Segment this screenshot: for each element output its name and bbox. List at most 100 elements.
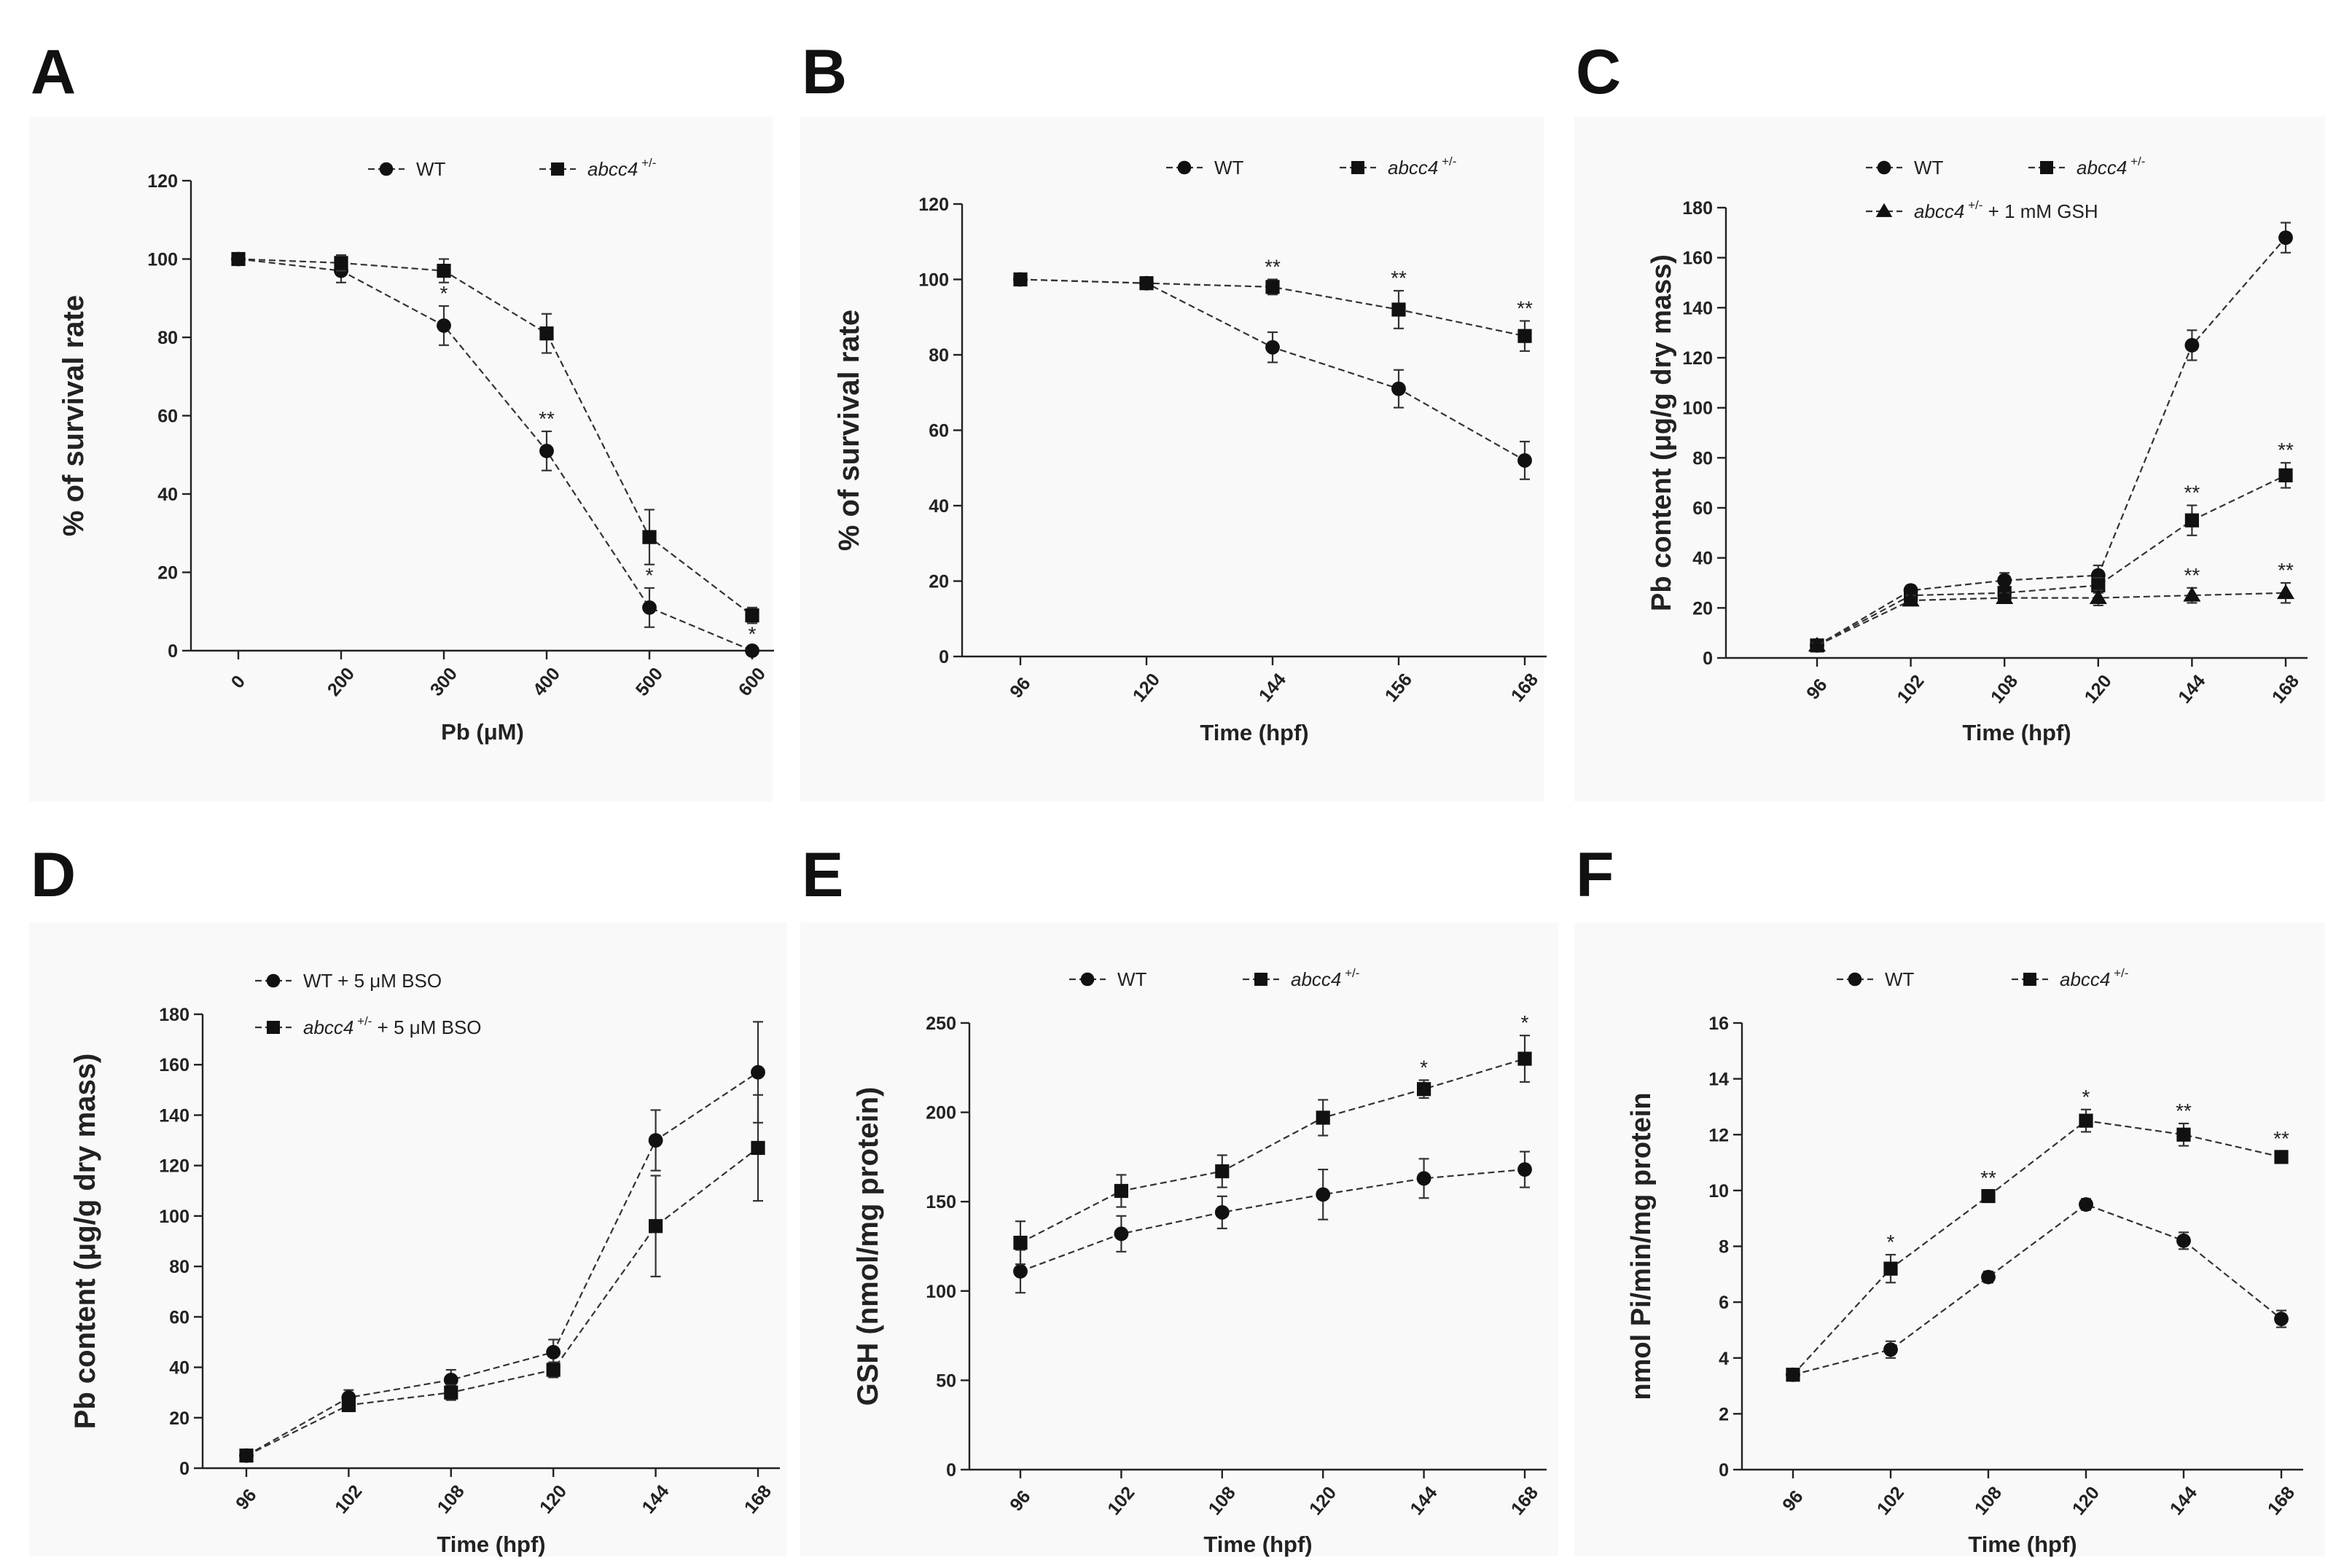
legend-label-1: abcc4 +/- xyxy=(1291,966,1359,990)
panel-background xyxy=(800,117,1544,801)
data-point-triangle xyxy=(2183,587,2201,602)
legend-marker-square xyxy=(2040,161,2053,174)
y-tick-label: 2 xyxy=(1719,1404,1729,1424)
data-point-triangle xyxy=(2277,584,2294,600)
series-line xyxy=(1020,278,1525,337)
y-tick-label: 40 xyxy=(929,496,949,517)
data-point-circle xyxy=(539,443,554,458)
data-point-square xyxy=(642,530,657,544)
legend-label-1: abcc4 +/- + 5 μM BSO xyxy=(303,1014,482,1038)
data-point-square xyxy=(231,251,246,267)
data-point-square xyxy=(1265,280,1280,294)
significance-label: ** xyxy=(1980,1167,1996,1189)
data-point-circle xyxy=(1883,1342,1898,1357)
y-tick-label: 40 xyxy=(1692,549,1713,569)
y-tick-label: 100 xyxy=(147,250,178,270)
data-point-circle xyxy=(2184,337,2200,353)
series-line xyxy=(1792,1119,2282,1376)
legend-label-0: WT xyxy=(1885,968,1915,990)
data-point-triangle xyxy=(1808,636,1826,652)
y-tick-label: 120 xyxy=(159,1156,190,1177)
y-tick-label: 100 xyxy=(159,1207,190,1227)
x-axis-title: Time (hpf) xyxy=(1968,1532,2077,1557)
y-tick-label: 0 xyxy=(1719,1460,1729,1481)
significance-label: * xyxy=(1521,1011,1529,1034)
series-line xyxy=(1816,474,2286,646)
y-tick-label: 80 xyxy=(157,328,178,348)
y-tick-label: 4 xyxy=(1719,1349,1729,1369)
y-tick-label: 100 xyxy=(926,1282,956,1302)
legend: WT + 5 μM BSO abcc4 +/- + 5 μM BSO xyxy=(255,970,482,1038)
significance-label: ** xyxy=(2176,1099,2192,1122)
data-point-square xyxy=(1391,302,1406,317)
y-tick-label: 6 xyxy=(1719,1293,1729,1313)
legend-marker-square xyxy=(1254,973,1267,986)
series-1: ** ** ** xyxy=(1013,256,1533,352)
legend: WT abcc4 +/- xyxy=(1837,966,2128,990)
data-point-circle xyxy=(1265,340,1280,355)
data-point-circle xyxy=(1416,1171,1431,1186)
data-point-square xyxy=(2274,1150,2289,1164)
y-tick-label: 60 xyxy=(1692,498,1713,519)
y-tick-label: 20 xyxy=(169,1408,190,1429)
data-point-circle xyxy=(546,1344,561,1360)
significance-label: ** xyxy=(1517,297,1533,319)
data-point-circle xyxy=(751,1065,765,1080)
legend-label-1: abcc4 +/- xyxy=(2077,154,2145,179)
x-axis-title: Time (hpf) xyxy=(437,1532,545,1557)
data-point-square xyxy=(444,1385,458,1400)
y-axis-title: nmol Pi/min/mg protein xyxy=(1626,1092,1657,1400)
significance-label: ** xyxy=(2273,1127,2289,1150)
significance-label: * xyxy=(749,623,757,646)
legend-marker-square xyxy=(551,162,564,176)
y-tick-label: 100 xyxy=(918,270,949,291)
significance-label: ** xyxy=(2278,439,2294,461)
y-tick-label: 150 xyxy=(926,1192,956,1212)
panel-background xyxy=(800,922,1558,1556)
panel-letter: E xyxy=(802,840,843,910)
data-point-square xyxy=(1139,276,1154,291)
legend-label-1: abcc4 +/- xyxy=(1388,154,1456,179)
significance-label: * xyxy=(2082,1086,2090,1108)
series-line xyxy=(246,1147,759,1457)
x-axis-title: Pb (μM) xyxy=(441,719,524,745)
data-point-square xyxy=(2176,1127,2191,1142)
y-tick-label: 120 xyxy=(1682,348,1713,369)
panel-letter: B xyxy=(802,37,847,107)
data-point-circle xyxy=(1517,452,1532,468)
panel-letter: D xyxy=(31,840,76,910)
legend-label-1: abcc4 +/- xyxy=(587,156,656,180)
y-tick-label: 8 xyxy=(1719,1237,1729,1258)
y-tick-label: 80 xyxy=(1692,448,1713,469)
y-tick-label: 50 xyxy=(936,1371,956,1391)
y-axis-title: Pb content (μg/g dry mass) xyxy=(69,1054,101,1430)
y-tick-label: 200 xyxy=(926,1103,956,1124)
data-point-square xyxy=(1981,1188,1996,1204)
y-tick-label: 60 xyxy=(157,407,178,427)
data-point-circle xyxy=(1114,1226,1129,1242)
series-line xyxy=(1816,237,2286,646)
legend-marker-circle xyxy=(1848,972,1862,987)
legend-marker-square xyxy=(1351,161,1364,174)
y-tick-label: 40 xyxy=(157,485,178,505)
data-point-square xyxy=(2184,513,2199,528)
series-line xyxy=(1020,1057,1525,1244)
y-tick-label: 40 xyxy=(169,1358,190,1379)
panel-letter: C xyxy=(1576,37,1621,107)
series-line xyxy=(238,258,753,616)
y-tick-label: 0 xyxy=(179,1459,190,1479)
data-point-square xyxy=(1417,1082,1431,1097)
data-point-circle xyxy=(2176,1233,2191,1248)
y-tick-label: 0 xyxy=(946,1460,956,1481)
data-point-square xyxy=(1786,1368,1800,1382)
series-line xyxy=(238,258,753,652)
data-point-square xyxy=(1517,329,1532,343)
y-tick-label: 180 xyxy=(1682,198,1713,219)
data-point-circle xyxy=(2278,230,2293,246)
legend-label-0: WT + 5 μM BSO xyxy=(303,970,442,992)
panel-background xyxy=(29,117,773,801)
legend-marker-square xyxy=(267,1021,280,1034)
